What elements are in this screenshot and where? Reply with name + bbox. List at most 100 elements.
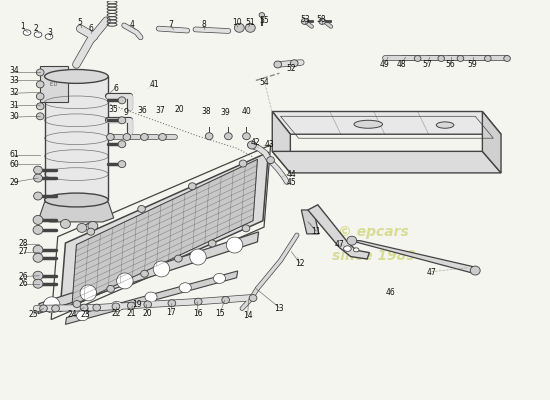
Text: 26: 26 — [19, 279, 29, 288]
Ellipse shape — [87, 228, 95, 235]
Ellipse shape — [242, 225, 250, 232]
Text: 60: 60 — [9, 160, 19, 169]
Ellipse shape — [213, 274, 226, 283]
Text: 9: 9 — [123, 108, 128, 117]
Text: since 1989: since 1989 — [332, 249, 416, 263]
Text: 15: 15 — [216, 309, 225, 318]
Ellipse shape — [414, 56, 421, 62]
Text: 3: 3 — [48, 28, 52, 37]
Ellipse shape — [194, 298, 202, 305]
Polygon shape — [272, 151, 501, 173]
Ellipse shape — [80, 304, 88, 311]
Polygon shape — [39, 202, 114, 222]
Ellipse shape — [33, 253, 43, 262]
Text: 39: 39 — [221, 108, 230, 117]
Ellipse shape — [224, 133, 232, 140]
Text: 34: 34 — [9, 66, 19, 75]
Text: 24: 24 — [67, 310, 77, 319]
Ellipse shape — [33, 279, 43, 288]
Ellipse shape — [138, 206, 145, 212]
Ellipse shape — [52, 305, 59, 312]
Text: 28: 28 — [19, 239, 29, 248]
Ellipse shape — [243, 133, 250, 140]
Ellipse shape — [144, 301, 152, 308]
Ellipse shape — [354, 120, 383, 128]
Text: 22: 22 — [111, 309, 120, 318]
Ellipse shape — [36, 113, 44, 120]
Ellipse shape — [88, 222, 98, 230]
Text: 56: 56 — [446, 60, 455, 69]
Ellipse shape — [33, 216, 43, 224]
Text: 29: 29 — [9, 178, 19, 186]
Ellipse shape — [485, 56, 491, 62]
Text: 10: 10 — [232, 18, 241, 27]
Text: 59: 59 — [468, 60, 477, 69]
Ellipse shape — [141, 134, 149, 140]
Ellipse shape — [118, 161, 126, 168]
Text: 37: 37 — [155, 106, 164, 115]
Ellipse shape — [504, 56, 510, 62]
Polygon shape — [60, 152, 268, 312]
Ellipse shape — [290, 60, 298, 67]
Ellipse shape — [73, 300, 81, 308]
Text: 21: 21 — [126, 309, 136, 318]
Ellipse shape — [117, 273, 133, 289]
Text: 25: 25 — [29, 310, 38, 319]
Ellipse shape — [436, 122, 454, 128]
Text: 6: 6 — [89, 24, 94, 33]
Ellipse shape — [34, 192, 42, 200]
Ellipse shape — [190, 249, 206, 265]
Text: 19: 19 — [132, 300, 141, 309]
Polygon shape — [65, 271, 238, 324]
Ellipse shape — [33, 271, 43, 280]
Text: 11: 11 — [311, 227, 321, 236]
Ellipse shape — [174, 255, 182, 262]
Text: 17: 17 — [166, 308, 175, 317]
Text: 36: 36 — [138, 106, 147, 115]
Ellipse shape — [347, 236, 357, 245]
Ellipse shape — [141, 270, 149, 277]
Ellipse shape — [248, 141, 256, 149]
Text: 26: 26 — [19, 272, 29, 281]
Text: 35: 35 — [108, 105, 118, 114]
Ellipse shape — [128, 302, 135, 309]
Ellipse shape — [93, 304, 101, 311]
Ellipse shape — [118, 117, 126, 124]
Polygon shape — [301, 210, 319, 234]
Ellipse shape — [222, 296, 229, 304]
Text: 20: 20 — [174, 106, 184, 114]
Ellipse shape — [34, 166, 42, 174]
Text: 51: 51 — [245, 18, 255, 27]
Ellipse shape — [36, 103, 44, 110]
Ellipse shape — [36, 69, 44, 76]
Polygon shape — [308, 205, 370, 259]
Ellipse shape — [118, 141, 126, 148]
Ellipse shape — [179, 283, 191, 293]
Text: 44: 44 — [287, 170, 296, 178]
Ellipse shape — [33, 245, 43, 254]
Ellipse shape — [118, 97, 126, 104]
Text: 2: 2 — [34, 24, 39, 33]
Ellipse shape — [107, 134, 114, 140]
Ellipse shape — [33, 226, 43, 234]
Text: 5: 5 — [78, 18, 82, 27]
Ellipse shape — [274, 61, 282, 68]
Ellipse shape — [36, 93, 44, 100]
Text: 8: 8 — [201, 20, 206, 29]
Ellipse shape — [80, 285, 96, 301]
Ellipse shape — [205, 133, 213, 140]
Ellipse shape — [123, 134, 131, 140]
Text: 20: 20 — [143, 309, 152, 318]
Text: 49: 49 — [380, 60, 389, 69]
Text: 54: 54 — [259, 78, 269, 87]
Ellipse shape — [267, 157, 274, 164]
Text: 16: 16 — [194, 309, 203, 318]
Ellipse shape — [189, 183, 196, 190]
Ellipse shape — [249, 294, 257, 302]
Text: 47: 47 — [426, 268, 436, 277]
Text: 41: 41 — [150, 80, 159, 89]
Ellipse shape — [76, 311, 89, 321]
Text: 6: 6 — [113, 84, 118, 93]
Text: 30: 30 — [9, 112, 19, 121]
Text: 57: 57 — [422, 60, 432, 69]
